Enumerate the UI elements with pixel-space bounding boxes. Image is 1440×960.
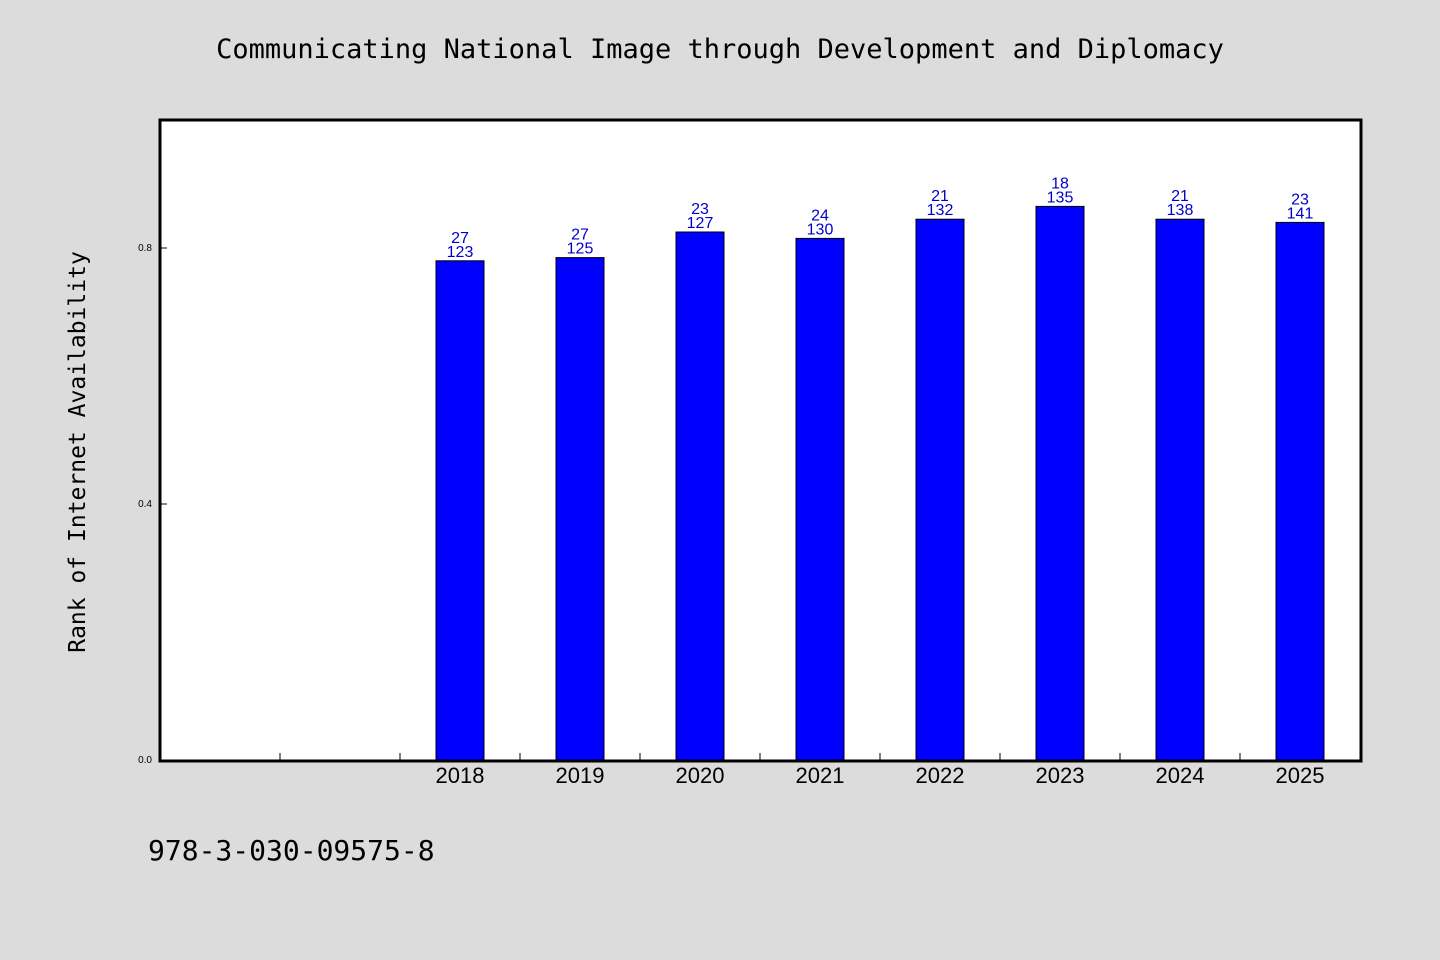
bar-label-top-2024: 21 <box>1171 188 1189 205</box>
bar-label-bottom-2020: 127 <box>687 215 714 232</box>
bar-label-top-2023: 18 <box>1051 175 1069 192</box>
x-tick-label-2019: 2019 <box>556 763 605 788</box>
bar-2024 <box>1155 218 1205 761</box>
bar-label-top-2021: 24 <box>811 207 829 224</box>
ticks-layer: 0.0 0.4 0.8 2018 2019 2020 2021 2022 2023 2024 202… <box>138 243 1324 788</box>
bar-label-bottom-2022: 132 <box>927 202 954 219</box>
bar-2018 <box>435 260 485 761</box>
bar-label-bottom-2021: 130 <box>807 221 834 238</box>
bar-2023 <box>1035 205 1085 761</box>
y-axis-label: Rank of Internet Availability <box>65 251 91 653</box>
x-tick-label-2022: 2022 <box>916 763 965 788</box>
bar-2022 <box>915 218 965 761</box>
bar-2021 <box>795 237 845 761</box>
bar-label-bottom-2018: 123 <box>447 244 474 261</box>
bar-label-bottom-2023: 135 <box>1047 189 1074 206</box>
bar-2025 <box>1275 221 1325 761</box>
bar-label-bottom-2024: 138 <box>1167 202 1194 219</box>
isbn-text: 978-3-030-09575-8 <box>148 834 435 867</box>
bar-label-top-2025: 23 <box>1291 191 1309 208</box>
bar-label-top-2022: 21 <box>931 188 949 205</box>
x-tick-label-2021: 2021 <box>796 763 845 788</box>
bar-label-top-2018: 27 <box>451 230 469 247</box>
y-tick-label: 0.0 <box>138 755 152 766</box>
bar-label-bottom-2025: 141 <box>1287 205 1314 222</box>
bar-2020 <box>675 231 725 761</box>
y-tick-label: 0.4 <box>138 499 152 510</box>
x-tick-label-2025: 2025 <box>1276 763 1325 788</box>
x-tick-label-2023: 2023 <box>1036 763 1085 788</box>
chart-title: Communicating National Image through Dev… <box>216 34 1224 65</box>
y-tick-label: 0.8 <box>138 243 152 254</box>
x-tick-label-2020: 2020 <box>676 763 725 788</box>
bar-label-top-2020: 23 <box>691 201 709 218</box>
bar-label-bottom-2019: 125 <box>567 241 594 258</box>
x-tick-label-2018: 2018 <box>436 763 485 788</box>
x-tick-label-2024: 2024 <box>1156 763 1205 788</box>
bar-label-top-2019: 27 <box>571 227 589 244</box>
bar-2019 <box>555 257 605 761</box>
